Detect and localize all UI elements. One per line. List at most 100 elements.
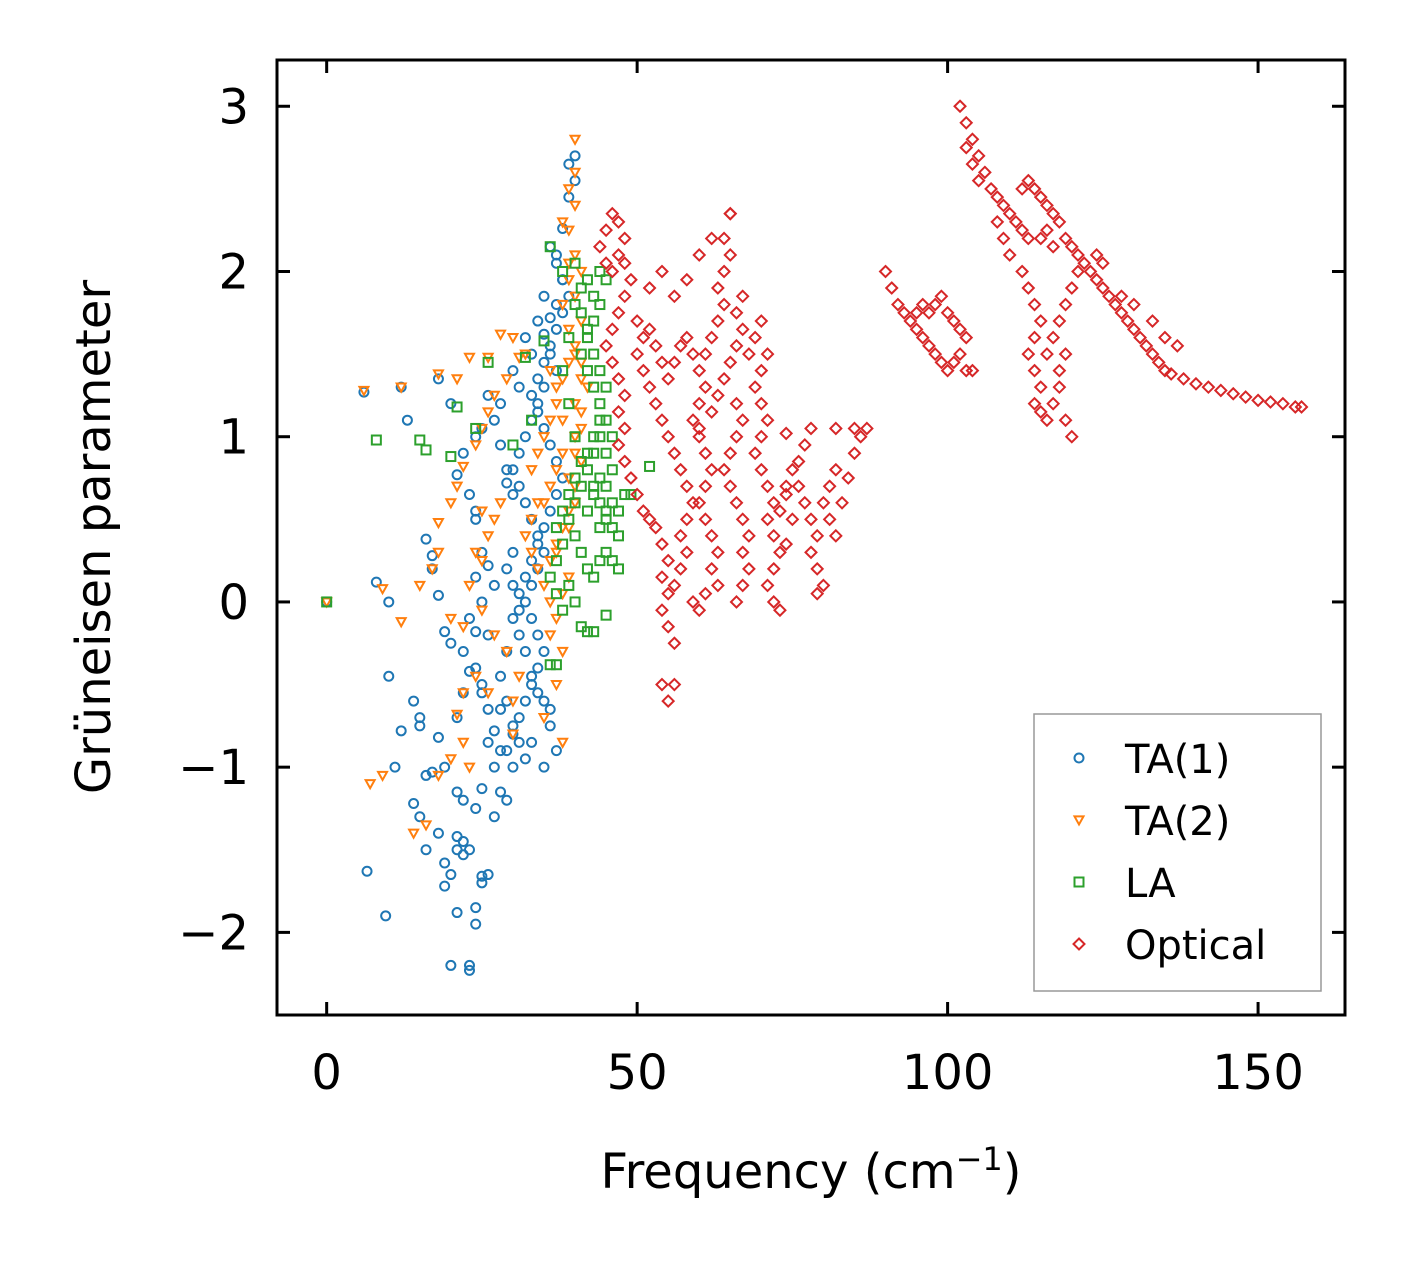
point-ta-1 [538, 761, 550, 773]
point-la [581, 447, 593, 459]
point-optical [996, 231, 1011, 246]
point-optical [1046, 396, 1061, 411]
point-ta-2 [568, 448, 582, 460]
point-optical [779, 426, 794, 441]
point-optical [1126, 322, 1141, 337]
point-ta-1 [526, 579, 538, 591]
point-ta-2 [568, 134, 582, 146]
point-optical [760, 578, 775, 593]
point-ta-1 [507, 489, 519, 501]
point-ta-2 [550, 679, 563, 692]
point-la [606, 431, 618, 443]
point-la [557, 538, 569, 550]
point-optical [1201, 380, 1216, 395]
point-ta-1 [420, 769, 432, 781]
point-optical [1226, 386, 1241, 401]
point-ta-2 [457, 461, 470, 474]
point-ta-1 [482, 869, 494, 881]
point-ta-1 [439, 626, 451, 638]
point-optical [1102, 289, 1116, 304]
point-ta-1 [513, 381, 525, 393]
point-la [544, 571, 556, 583]
point-optical [847, 421, 862, 436]
point-optical [717, 297, 731, 312]
point-ta-1 [476, 783, 488, 795]
point-ta-1 [507, 464, 519, 476]
point-optical [1089, 248, 1104, 262]
point-optical [1064, 239, 1079, 254]
point-optical [605, 264, 620, 279]
point-la [600, 414, 612, 426]
point-la [606, 497, 618, 509]
point-optical [785, 512, 800, 527]
point-optical [822, 479, 837, 494]
point-optical [710, 545, 725, 560]
point-optical [717, 231, 731, 246]
point-ta-2 [575, 423, 588, 436]
point-optical [754, 314, 769, 328]
point-optical [965, 157, 980, 172]
point-ta-2 [481, 531, 495, 543]
point-optical [785, 462, 800, 477]
point-la [538, 335, 550, 347]
point-ta-1 [519, 571, 531, 583]
point-ta-2 [519, 349, 532, 361]
point-optical [1052, 363, 1067, 378]
point-optical [1263, 395, 1278, 409]
legend-label-ta-1: TA(1) [1124, 737, 1230, 783]
point-ta-1 [439, 857, 451, 869]
point-ta-2 [457, 688, 470, 700]
point-optical [735, 512, 750, 527]
point-ta-1 [507, 612, 519, 624]
point-ta-2 [575, 374, 588, 386]
point-ta-2 [556, 217, 569, 229]
point-la [557, 604, 569, 616]
point-ta-2 [450, 709, 464, 721]
point-ta-1 [557, 223, 569, 235]
point-ta-1 [550, 257, 562, 269]
point-optical [723, 479, 738, 494]
point-optical [686, 347, 700, 362]
point-ta-1 [383, 670, 395, 682]
point-ta-2 [531, 498, 544, 510]
point-la [445, 451, 457, 463]
point-la [581, 626, 593, 638]
point-la [563, 579, 575, 591]
point-ta-2 [432, 770, 445, 782]
point-la [600, 381, 612, 393]
point-ta-1 [482, 703, 494, 715]
point-ta-1 [495, 703, 507, 715]
point-optical [1058, 231, 1073, 246]
point-la [588, 431, 600, 443]
point-optical [735, 289, 750, 304]
point-optical [1139, 338, 1154, 353]
point-optical [710, 281, 725, 295]
point-ta-1 [513, 736, 525, 748]
point-optical [673, 528, 688, 543]
point-la [594, 522, 606, 534]
point-la [594, 299, 606, 311]
point-optical [1033, 190, 1048, 205]
point-la [588, 626, 600, 638]
point-optical [1027, 330, 1042, 345]
point-ta-2 [481, 407, 495, 419]
point-la [594, 365, 606, 377]
point-optical [946, 355, 961, 370]
point-ta-1 [550, 489, 562, 501]
point-optical [617, 231, 632, 246]
point-optical [909, 305, 924, 320]
x-tick-label: 50 [607, 1045, 668, 1101]
point-ta-1 [501, 464, 513, 476]
point-optical [1189, 376, 1203, 391]
point-ta-2 [432, 547, 445, 559]
point-ta-1 [501, 563, 513, 575]
point-optical [773, 504, 787, 518]
point-optical [1021, 347, 1036, 362]
point-optical [624, 272, 638, 287]
point-ta-2 [500, 646, 513, 659]
point-la [594, 431, 606, 443]
point-optical [648, 396, 663, 411]
point-optical [754, 363, 769, 378]
point-ta-2 [556, 299, 569, 312]
point-optical [611, 438, 626, 452]
